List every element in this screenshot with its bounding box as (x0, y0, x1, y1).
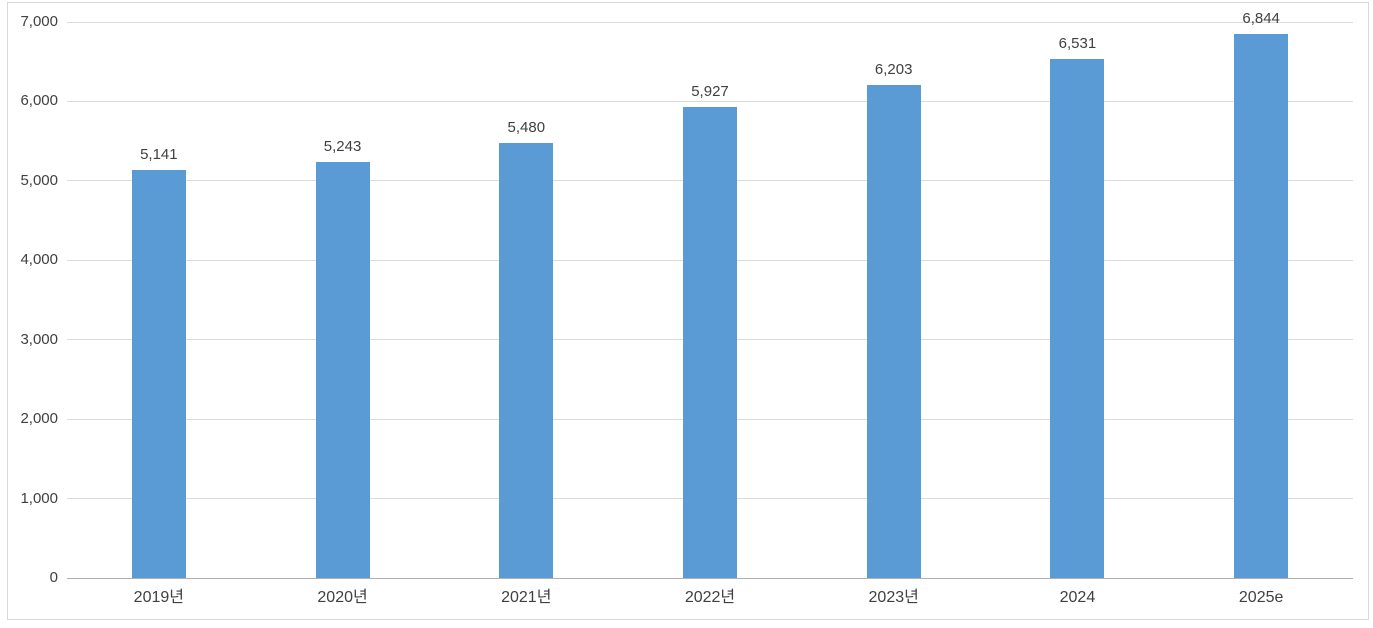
x-axis-label: 2021년 (501, 589, 552, 606)
bar (1050, 59, 1105, 578)
y-axis-label: 5,000 (20, 171, 58, 189)
x-axis-label: 2023년 (868, 589, 919, 606)
gridline (67, 100, 1353, 102)
bar (131, 169, 186, 578)
y-axis-label: 6,000 (20, 92, 58, 110)
x-axis-label: 2020년 (317, 589, 368, 606)
y-axis-label: 0 (49, 569, 58, 586)
bar-value-label: 6,844 (1242, 10, 1280, 28)
bar-value-label: 5,243 (323, 137, 362, 155)
x-axis-label: 2025e (1238, 589, 1284, 606)
y-axis-label: 3,000 (20, 330, 58, 348)
x-axis-line (67, 577, 1353, 579)
gridline (67, 21, 1353, 23)
bar (315, 161, 370, 578)
bar-value-label: 6,203 (874, 61, 913, 79)
x-axis-label: 2024 (1059, 589, 1096, 606)
bar-value-label: 6,531 (1058, 35, 1097, 53)
bar (499, 142, 554, 578)
y-axis-label: 4,000 (20, 251, 58, 269)
y-axis-label: 7,000 (20, 13, 58, 30)
bar (1234, 34, 1289, 578)
bar-value-label: 5,480 (507, 118, 546, 136)
bar (866, 85, 921, 578)
bar-value-label: 5,141 (140, 145, 178, 163)
y-axis-label: 2,000 (20, 410, 58, 428)
y-axis-label: 1,000 (20, 489, 58, 507)
x-axis-label: 2019년 (133, 589, 184, 606)
bar-value-label: 5,927 (691, 83, 729, 101)
bar (683, 107, 737, 578)
x-axis-label: 2022년 (684, 589, 736, 606)
